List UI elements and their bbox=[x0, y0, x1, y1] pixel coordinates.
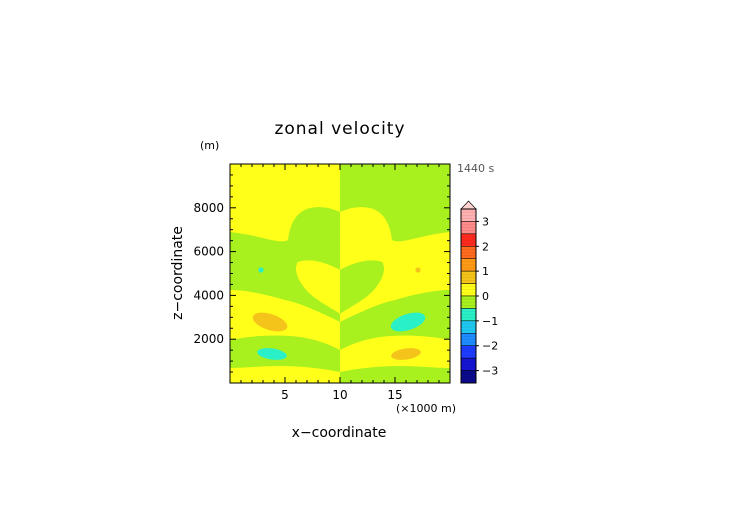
colorbar-arrow bbox=[460, 200, 477, 210]
y-tick-label: 6000 bbox=[193, 245, 224, 259]
x-tick-label: 10 bbox=[332, 388, 347, 402]
x-axis-label: x−coordinate bbox=[292, 425, 387, 441]
colorbar-tick-label: 2 bbox=[482, 240, 489, 253]
chart-title: zonal velocity bbox=[274, 119, 405, 139]
colorbar-tick-label: −2 bbox=[482, 340, 498, 353]
cell-right-dot bbox=[415, 267, 421, 273]
y-tick-label: 4000 bbox=[193, 288, 224, 302]
x-axis: 5 10 15 bbox=[240, 164, 440, 402]
colorbar-tick-label: −3 bbox=[482, 365, 498, 378]
colorbar-tick-label: −1 bbox=[482, 315, 498, 328]
cell-right-cyan bbox=[390, 312, 426, 332]
y-axis-label: z−coordinate bbox=[170, 226, 186, 320]
y-unit-label: (m) bbox=[200, 139, 219, 152]
colorbar-tick-label: 0 bbox=[482, 290, 489, 303]
colorbar-tick-label: 3 bbox=[482, 215, 489, 228]
right-upper-yellow bbox=[340, 207, 450, 322]
colorbar: 3 2 1 0 −1 −2 −3 bbox=[460, 200, 498, 384]
y-axis: 2000 4000 6000 8000 bbox=[193, 174, 450, 373]
x-tick-label: 15 bbox=[387, 388, 402, 402]
y-tick-label: 8000 bbox=[193, 201, 224, 215]
cell-left-orange bbox=[252, 312, 288, 332]
cell-right-orange bbox=[391, 348, 421, 360]
cell-left-cyan bbox=[257, 348, 287, 360]
left-inner-yellow bbox=[297, 261, 340, 306]
cell-left-dot bbox=[258, 267, 264, 273]
x-tick-label: 5 bbox=[281, 388, 289, 402]
x-unit-label: (×1000 m) bbox=[396, 402, 456, 415]
colorbar-tick-label: 1 bbox=[482, 265, 489, 278]
time-label: 1440 s bbox=[457, 162, 494, 175]
right-inner-green bbox=[340, 261, 383, 306]
plot-area bbox=[229, 163, 451, 384]
y-tick-label: 2000 bbox=[193, 332, 224, 346]
left-upper-green bbox=[230, 207, 340, 322]
